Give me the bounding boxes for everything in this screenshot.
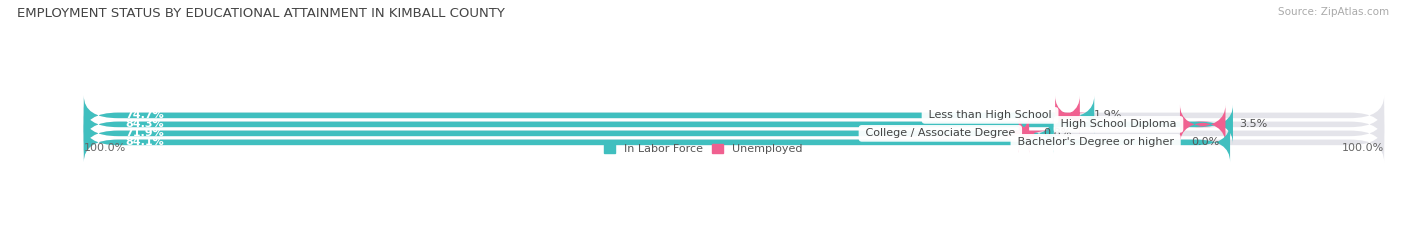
FancyBboxPatch shape [84, 96, 1384, 135]
Text: 84.1%: 84.1% [125, 137, 165, 147]
Text: College / Associate Degree: College / Associate Degree [862, 128, 1019, 138]
Text: Less than High School: Less than High School [925, 110, 1054, 120]
Text: 74.7%: 74.7% [125, 110, 165, 120]
FancyBboxPatch shape [84, 96, 1094, 135]
FancyBboxPatch shape [84, 105, 1233, 144]
FancyBboxPatch shape [84, 123, 1230, 162]
Text: 0.0%: 0.0% [1191, 137, 1219, 147]
Text: 0.8%: 0.8% [1043, 128, 1071, 138]
Text: High School Diploma: High School Diploma [1057, 119, 1180, 129]
FancyBboxPatch shape [84, 114, 1384, 153]
Text: 84.3%: 84.3% [125, 119, 163, 129]
Text: 100.0%: 100.0% [1341, 143, 1384, 153]
Text: 1.9%: 1.9% [1094, 110, 1122, 120]
Text: 3.5%: 3.5% [1239, 119, 1267, 129]
FancyBboxPatch shape [1180, 105, 1226, 144]
FancyBboxPatch shape [84, 114, 1054, 153]
Legend: In Labor Force, Unemployed: In Labor Force, Unemployed [599, 140, 807, 159]
Text: Bachelor's Degree or higher: Bachelor's Degree or higher [1014, 137, 1177, 147]
FancyBboxPatch shape [84, 123, 1384, 162]
Text: EMPLOYMENT STATUS BY EDUCATIONAL ATTAINMENT IN KIMBALL COUNTY: EMPLOYMENT STATUS BY EDUCATIONAL ATTAINM… [17, 7, 505, 20]
FancyBboxPatch shape [84, 105, 1384, 144]
Text: Source: ZipAtlas.com: Source: ZipAtlas.com [1278, 7, 1389, 17]
FancyBboxPatch shape [994, 114, 1053, 153]
Text: 100.0%: 100.0% [84, 143, 127, 153]
Text: 71.9%: 71.9% [125, 128, 165, 138]
FancyBboxPatch shape [1046, 96, 1090, 135]
